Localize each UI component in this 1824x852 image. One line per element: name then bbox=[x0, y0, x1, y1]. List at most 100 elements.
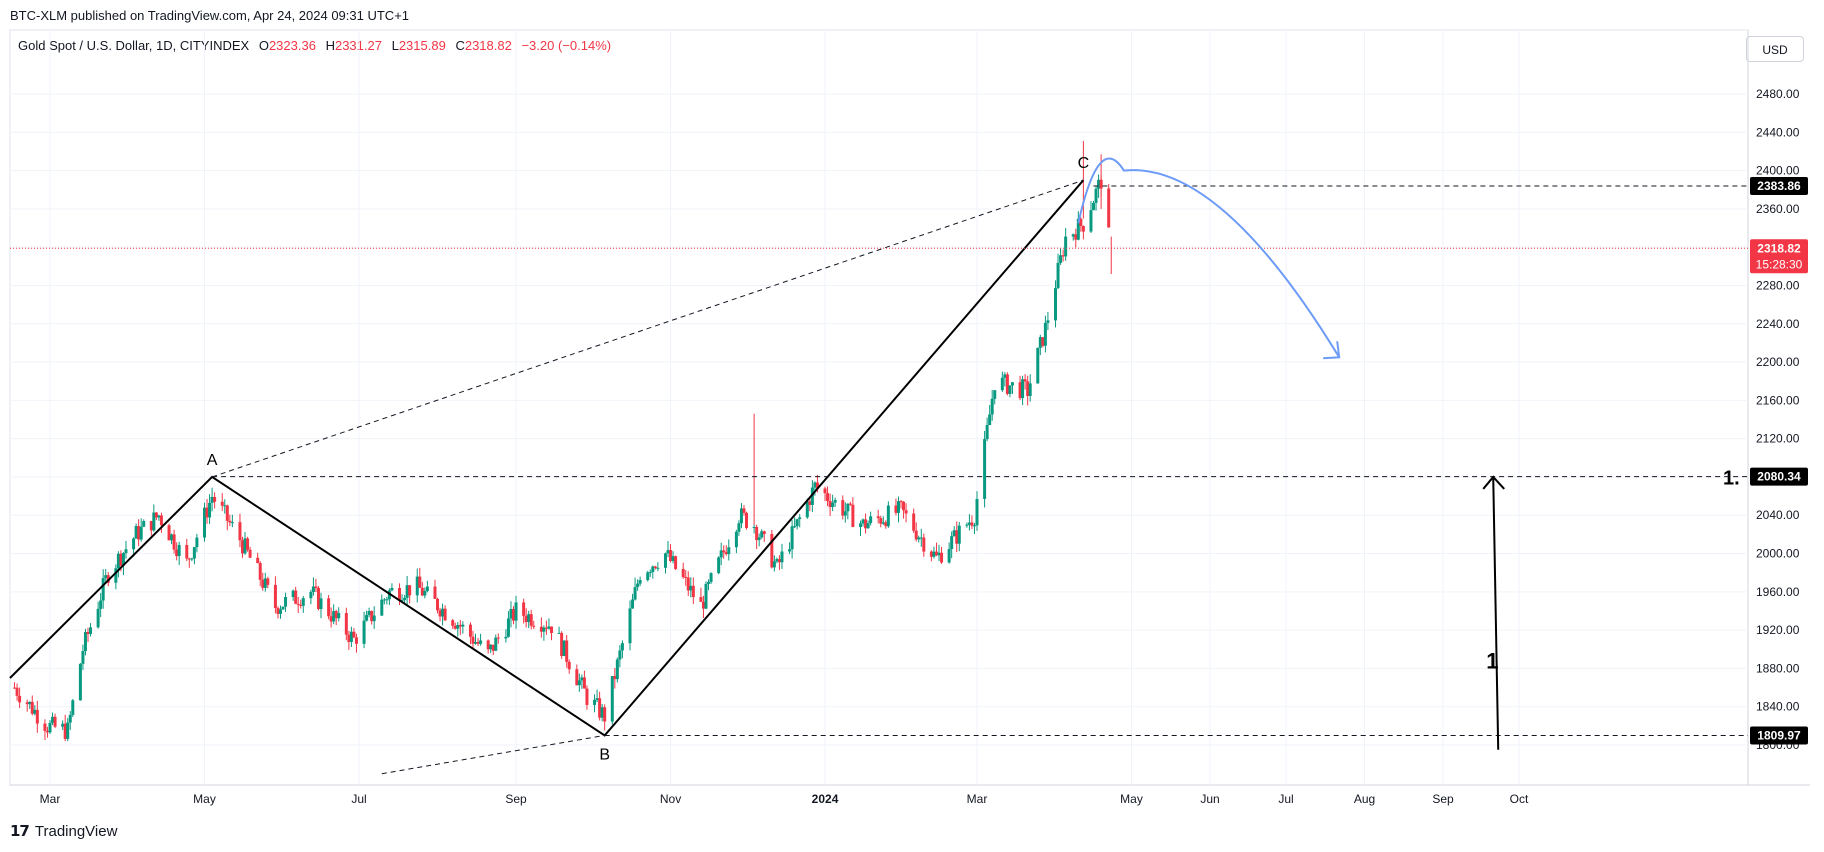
candle-body bbox=[51, 716, 55, 723]
price-tick-label: 1920.00 bbox=[1756, 623, 1800, 637]
candle-body bbox=[603, 707, 607, 722]
candle-body bbox=[43, 723, 47, 731]
candle-body bbox=[243, 538, 247, 554]
candle-body bbox=[187, 558, 191, 560]
candle-body bbox=[362, 620, 366, 644]
tradingview-brand[interactable]: 𝟭𝟳 TradingView bbox=[10, 822, 118, 841]
projection-arrowhead bbox=[1323, 341, 1341, 360]
candles-layer bbox=[13, 140, 1112, 742]
candle-body bbox=[263, 578, 267, 588]
candle-body bbox=[443, 608, 447, 621]
candle-body bbox=[504, 636, 508, 639]
candle-body bbox=[722, 550, 726, 553]
candle-body bbox=[192, 547, 196, 559]
candle-body bbox=[881, 522, 885, 524]
candle-body bbox=[167, 525, 171, 541]
candle-body bbox=[496, 637, 500, 639]
candle-body bbox=[512, 608, 515, 621]
candle-body bbox=[727, 547, 731, 555]
candle-body bbox=[337, 613, 341, 619]
candle-body bbox=[529, 614, 533, 626]
candle-body bbox=[114, 568, 118, 583]
candle-body bbox=[246, 538, 250, 550]
candle-body bbox=[846, 503, 850, 512]
candle-body bbox=[332, 611, 336, 622]
candle-body bbox=[479, 640, 483, 644]
candle-body bbox=[248, 549, 252, 558]
candle-body bbox=[301, 598, 305, 606]
candle-body bbox=[344, 613, 348, 635]
candle-body bbox=[13, 687, 17, 689]
candle-body bbox=[177, 545, 181, 557]
candle-body bbox=[620, 643, 624, 651]
currency-button[interactable]: USD bbox=[1746, 36, 1804, 62]
candle-body bbox=[904, 510, 908, 514]
wave-label-b: B bbox=[599, 746, 610, 763]
change-value: −3.20 (−0.14%) bbox=[521, 38, 612, 53]
candle-body bbox=[273, 584, 277, 608]
candle-body bbox=[398, 587, 402, 601]
candle-body bbox=[370, 610, 374, 622]
candle-body bbox=[1036, 347, 1040, 384]
candle-body bbox=[524, 615, 528, 623]
price-tag-box bbox=[1750, 177, 1808, 196]
candle-body bbox=[752, 526, 756, 528]
range-top-label: 1. bbox=[1723, 468, 1740, 490]
dashed-trendline-b bbox=[381, 734, 605, 775]
candle-body bbox=[770, 534, 774, 568]
projection-curve bbox=[1077, 157, 1341, 358]
candle-body bbox=[213, 496, 217, 502]
candle-body bbox=[83, 632, 87, 652]
candle-body bbox=[228, 520, 232, 523]
candle-body bbox=[760, 531, 764, 538]
candle-body bbox=[309, 591, 313, 599]
candle-body bbox=[745, 512, 749, 528]
high-value: 2331.27 bbox=[334, 38, 382, 53]
candle-body bbox=[48, 722, 52, 733]
candle-body bbox=[663, 553, 667, 568]
published-caption: BTC-XLM published on TradingView.com, Ap… bbox=[10, 8, 410, 23]
candle-body bbox=[436, 598, 440, 611]
candle-body bbox=[795, 519, 799, 527]
candle-body bbox=[922, 537, 926, 552]
candle-body bbox=[912, 513, 916, 531]
tradingview-logo-icon: 𝟭𝟳 bbox=[10, 823, 30, 840]
time-tick-label: Jul bbox=[1278, 792, 1293, 806]
candle-body bbox=[724, 552, 728, 555]
candle-body bbox=[172, 534, 176, 550]
symbol-ohlc-header: Gold Spot / U.S. Dollar, 1D, CITYINDEX O… bbox=[18, 38, 611, 53]
candle-body bbox=[471, 636, 475, 644]
candle-body bbox=[1071, 234, 1075, 237]
candle-body bbox=[281, 606, 285, 610]
chart-grid bbox=[9, 29, 1810, 786]
candle-body bbox=[633, 587, 637, 600]
candle-body bbox=[843, 511, 847, 516]
candle-body bbox=[585, 688, 589, 705]
wave-label-c: C bbox=[1078, 155, 1090, 172]
candle-body bbox=[334, 611, 338, 619]
candle-body bbox=[491, 644, 495, 651]
candle-body bbox=[316, 588, 320, 609]
time-axis[interactable]: Mar May Jul Sep Nov 2024 Mar May Jun Jul Aug Sep Oct bbox=[40, 792, 1529, 806]
candle-body bbox=[972, 525, 976, 527]
time-tick-label: Jun bbox=[1200, 792, 1219, 806]
candle-body bbox=[615, 659, 619, 680]
candle-body bbox=[1023, 379, 1027, 382]
candle-body bbox=[185, 545, 189, 559]
candle-body bbox=[983, 439, 987, 499]
candle-body bbox=[717, 557, 721, 574]
candle-body bbox=[823, 488, 827, 494]
candle-body bbox=[653, 566, 657, 568]
candle-body bbox=[258, 562, 262, 580]
range-arrow-line bbox=[1492, 476, 1500, 750]
candle-body bbox=[932, 551, 936, 557]
candle-body bbox=[139, 526, 143, 540]
drawings-layer: A B C 1 1. bbox=[9, 155, 1748, 775]
candle-body bbox=[757, 537, 761, 541]
brand-label: TradingView bbox=[34, 822, 118, 840]
candle-body bbox=[294, 590, 298, 604]
candle-body bbox=[149, 521, 153, 531]
candle-body bbox=[203, 507, 206, 538]
time-tick-label: Mar bbox=[40, 792, 61, 806]
